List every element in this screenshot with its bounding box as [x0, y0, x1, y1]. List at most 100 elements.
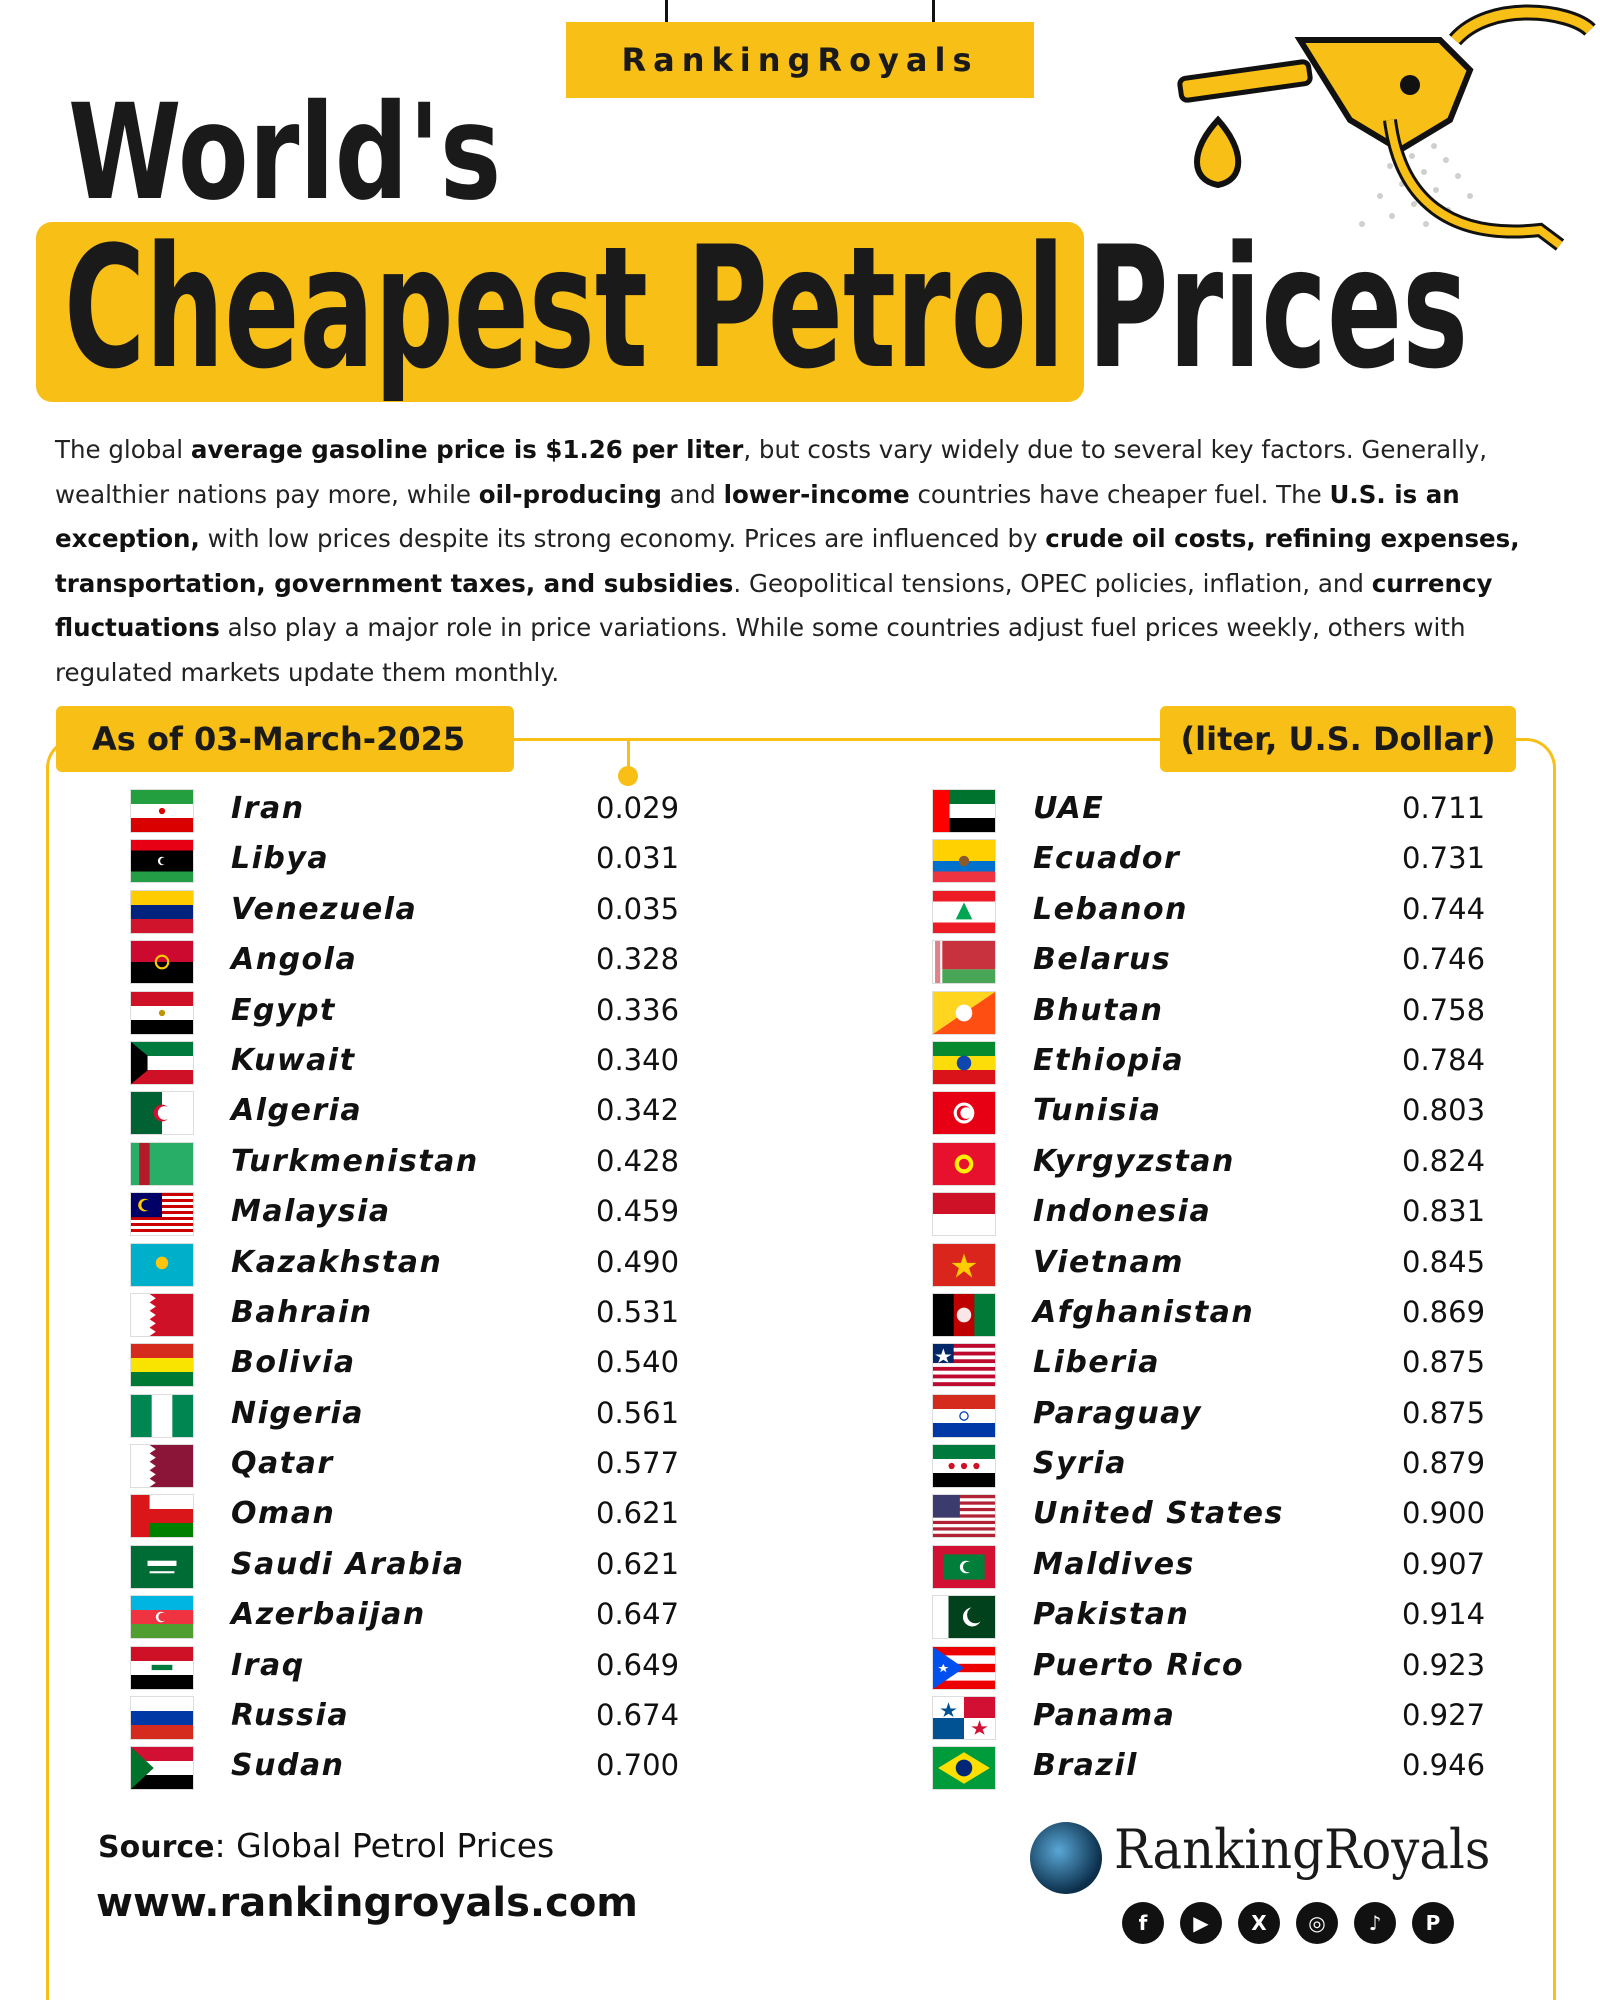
usa-flag-icon: [932, 1494, 996, 1539]
unit-badge: (liter, U.S. Dollar): [1160, 706, 1516, 772]
country-name: Kazakhstan: [231, 1244, 443, 1280]
price-value: 0.946: [1402, 1748, 1486, 1783]
country-name: Nigeria: [231, 1395, 365, 1431]
azerbaijan-flag-icon: [130, 1595, 194, 1640]
table-row: Iraq 0.649: [128, 1643, 728, 1693]
facebook-icon[interactable]: f: [1122, 1902, 1164, 1944]
price-value: 0.531: [596, 1294, 680, 1329]
country-name: Oman: [231, 1496, 336, 1532]
table-row: Iran 0.029: [128, 786, 728, 836]
price-value: 0.490: [596, 1244, 680, 1279]
iran-flag-icon: [130, 789, 194, 833]
price-value: 0.674: [596, 1698, 680, 1733]
table-row: Syria 0.879: [930, 1441, 1530, 1491]
libya-flag-icon: [130, 839, 194, 884]
price-value: 0.875: [1402, 1345, 1486, 1380]
title-line1: World's: [68, 76, 502, 230]
price-value: 0.731: [1402, 841, 1486, 876]
country-name: Libya: [231, 841, 330, 877]
country-name: Turkmenistan: [231, 1143, 479, 1179]
pinterest-icon[interactable]: P: [1412, 1902, 1454, 1944]
date-badge: As of 03-March-2025: [56, 706, 514, 772]
country-name: Tunisia: [1033, 1093, 1162, 1129]
table-row: Algeria 0.342: [128, 1088, 728, 1138]
table-row: Lebanon 0.744: [930, 887, 1530, 937]
country-name: Sudan: [231, 1748, 345, 1784]
bhutan-flag-icon: [932, 990, 996, 1035]
country-name: Angola: [231, 942, 358, 978]
price-value: 0.900: [1402, 1496, 1486, 1531]
price-column-right: UAE 0.711 Ecuador 0.731 Lebanon 0.744 Belarus 0…: [930, 786, 1530, 1794]
price-value: 0.803: [1402, 1093, 1486, 1128]
oman-flag-icon: [130, 1494, 194, 1539]
table-row: Afghanistan 0.869: [930, 1290, 1530, 1340]
sudan-flag-icon: [130, 1746, 194, 1791]
instagram-icon[interactable]: ◎: [1296, 1902, 1338, 1944]
title-highlight-box: [36, 222, 1084, 402]
table-row: Bolivia 0.540: [128, 1340, 728, 1390]
kazakhstan-flag-icon: [130, 1242, 194, 1287]
brand-logo-text: RankingRoyals: [1114, 1818, 1491, 1881]
table-row: Saudi Arabia 0.621: [128, 1542, 728, 1592]
country-name: Afghanistan: [1033, 1294, 1255, 1330]
price-value: 0.746: [1402, 942, 1486, 977]
globe-logo-icon: [1030, 1822, 1102, 1894]
price-value: 0.459: [596, 1194, 680, 1229]
price-value: 0.029: [596, 791, 680, 825]
vietnam-flag-icon: [932, 1242, 996, 1287]
brand-badge: RankingRoyals: [566, 22, 1034, 98]
uae-flag-icon: [932, 789, 996, 833]
table-row: Malaysia 0.459: [128, 1189, 728, 1239]
price-value: 0.336: [596, 992, 680, 1027]
country-name: UAE: [1033, 791, 1105, 826]
country-name: Kyrgyzstan: [1033, 1143, 1235, 1179]
angola-flag-icon: [130, 940, 194, 985]
source-line: Source: Global Petrol Prices: [98, 1826, 555, 1865]
egypt-flag-icon: [130, 990, 194, 1035]
price-value: 0.907: [1402, 1546, 1486, 1581]
country-name: Maldives: [1033, 1546, 1195, 1582]
country-name: Pakistan: [1033, 1597, 1190, 1633]
table-row: Angola 0.328: [128, 937, 728, 987]
price-value: 0.711: [1402, 791, 1486, 825]
table-row: Azerbaijan 0.647: [128, 1592, 728, 1642]
intro-paragraph: The global average gasoline price is $1.…: [55, 435, 1520, 687]
table-row: Kyrgyzstan 0.824: [930, 1139, 1530, 1189]
frame-connector-dot: [618, 766, 638, 786]
website-link[interactable]: www.rankingroyals.com: [96, 1880, 638, 1926]
paraguay-flag-icon: [932, 1393, 996, 1438]
country-name: Algeria: [231, 1093, 363, 1129]
maldives-flag-icon: [932, 1544, 996, 1589]
table-row: Egypt 0.336: [128, 988, 728, 1038]
country-name: Azerbaijan: [231, 1597, 426, 1633]
table-row: Russia 0.674: [128, 1693, 728, 1743]
price-value: 0.914: [1402, 1597, 1486, 1632]
country-name: Syria: [1033, 1446, 1127, 1482]
tunisia-flag-icon: [932, 1091, 996, 1136]
country-name: Brazil: [1033, 1748, 1138, 1784]
nigeria-flag-icon: [130, 1393, 194, 1438]
price-value: 0.647: [596, 1597, 680, 1632]
syria-flag-icon: [932, 1444, 996, 1489]
price-value: 0.621: [596, 1496, 680, 1531]
youtube-icon[interactable]: ▶: [1180, 1902, 1222, 1944]
price-value: 0.923: [1402, 1647, 1486, 1682]
price-value: 0.340: [596, 1042, 680, 1077]
table-row: Qatar 0.577: [128, 1441, 728, 1491]
price-column-left: Iran 0.029 Libya 0.031 Venezuela 0.035 Angola 0…: [128, 786, 728, 1794]
table-row: Libya 0.031: [128, 836, 728, 886]
tiktok-icon[interactable]: ♪: [1354, 1902, 1396, 1944]
price-value: 0.031: [596, 841, 680, 876]
price-value: 0.035: [596, 891, 680, 926]
country-name: Ethiopia: [1033, 1042, 1185, 1078]
kyrgyzstan-flag-icon: [932, 1141, 996, 1186]
table-row: Ecuador 0.731: [930, 836, 1530, 886]
table-row: Brazil 0.946: [930, 1743, 1530, 1793]
table-row: Bhutan 0.758: [930, 988, 1530, 1038]
hanger-wire-left: [665, 0, 668, 24]
price-value: 0.577: [596, 1446, 680, 1481]
table-row: Venezuela 0.035: [128, 887, 728, 937]
table-row: Vietnam 0.845: [930, 1240, 1530, 1290]
country-name: Kuwait: [231, 1042, 356, 1078]
x-icon[interactable]: X: [1238, 1902, 1280, 1944]
